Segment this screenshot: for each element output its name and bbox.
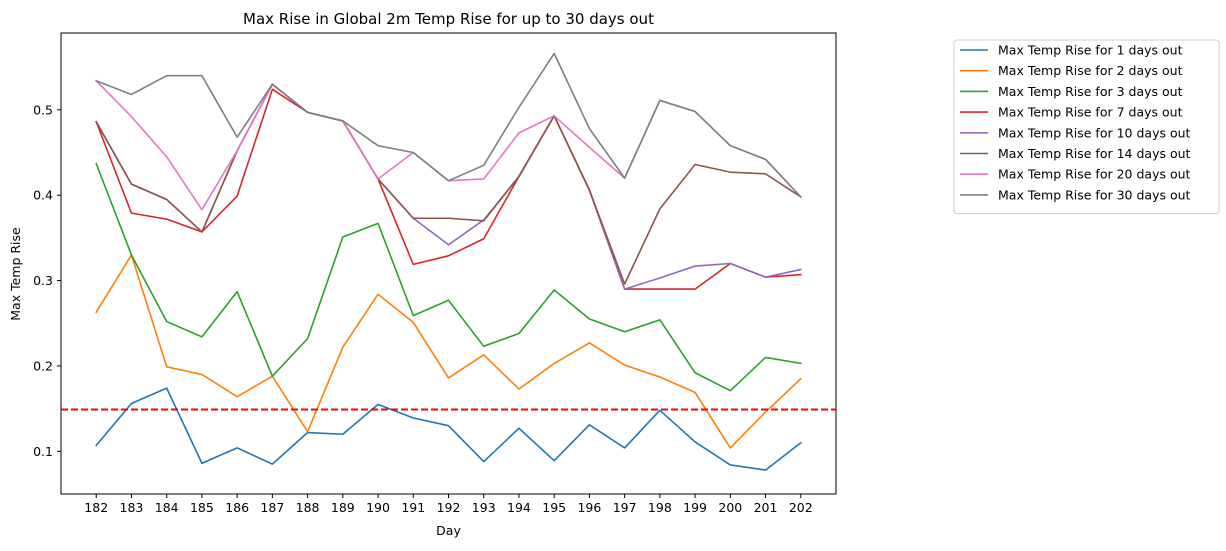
x-tick-label: 191 [401, 500, 425, 515]
axes-frame [60, 32, 837, 495]
x-tick-label: 197 [613, 500, 637, 515]
x-tick-label: 202 [789, 500, 813, 515]
y-tick-label: 0.4 [33, 188, 53, 203]
x-tick-label: 186 [225, 500, 249, 515]
series-line [95, 52, 802, 199]
y-axis-label: Max Temp Rise [8, 227, 23, 321]
x-tick-label: 182 [84, 500, 108, 515]
x-tick-label: 190 [366, 500, 390, 515]
series-line [95, 387, 802, 471]
plot-area: 182 183 184 185 186 187 188 189 190 191 192 193 194 1… [33, 32, 837, 515]
y-tick-label: 0.3 [33, 273, 53, 288]
x-tick-label: 189 [331, 500, 355, 515]
chart-title: Max Rise in Global 2m Temp Rise for up t… [243, 10, 654, 28]
y-tick-label: 0.2 [33, 358, 53, 373]
legend-label: Max Temp Rise for 2 days out [998, 63, 1183, 78]
x-tick-label: 183 [120, 500, 144, 515]
x-tick-label: 184 [155, 500, 179, 515]
x-tick-label: 201 [754, 500, 778, 515]
x-tick-label: 192 [437, 500, 461, 515]
series-line [95, 88, 802, 290]
legend-label: Max Temp Rise for 7 days out [998, 105, 1183, 120]
x-tick-label: 198 [648, 500, 672, 515]
series-line [95, 254, 802, 449]
legend: Max Temp Rise for 1 days out Max Temp Ris… [953, 39, 1220, 215]
legend-label: Max Temp Rise for 3 days out [998, 84, 1183, 99]
series-line [95, 162, 802, 392]
x-tick-label: 187 [260, 500, 284, 515]
legend-box [953, 39, 1220, 215]
x-tick-label: 200 [718, 500, 742, 515]
legend-label: Max Temp Rise for 20 days out [998, 167, 1191, 182]
legend-label: Max Temp Rise for 10 days out [998, 125, 1191, 140]
x-tick-label: 193 [472, 500, 496, 515]
x-tick-label: 196 [577, 500, 601, 515]
x-tick-label: 194 [507, 500, 531, 515]
x-axis-label: Day [436, 523, 461, 538]
x-tick-label: 195 [542, 500, 566, 515]
x-tick-label: 188 [296, 500, 320, 515]
legend-label: Max Temp Rise for 14 days out [998, 146, 1191, 161]
y-tick-label: 0.1 [33, 444, 53, 459]
x-tick-label: 199 [683, 500, 707, 515]
series-line [95, 83, 802, 285]
x-tick-label: 185 [190, 500, 214, 515]
y-tick-label: 0.5 [33, 102, 53, 117]
legend-label: Max Temp Rise for 1 days out [998, 43, 1183, 58]
legend-label: Max Temp Rise for 30 days out [998, 187, 1191, 202]
